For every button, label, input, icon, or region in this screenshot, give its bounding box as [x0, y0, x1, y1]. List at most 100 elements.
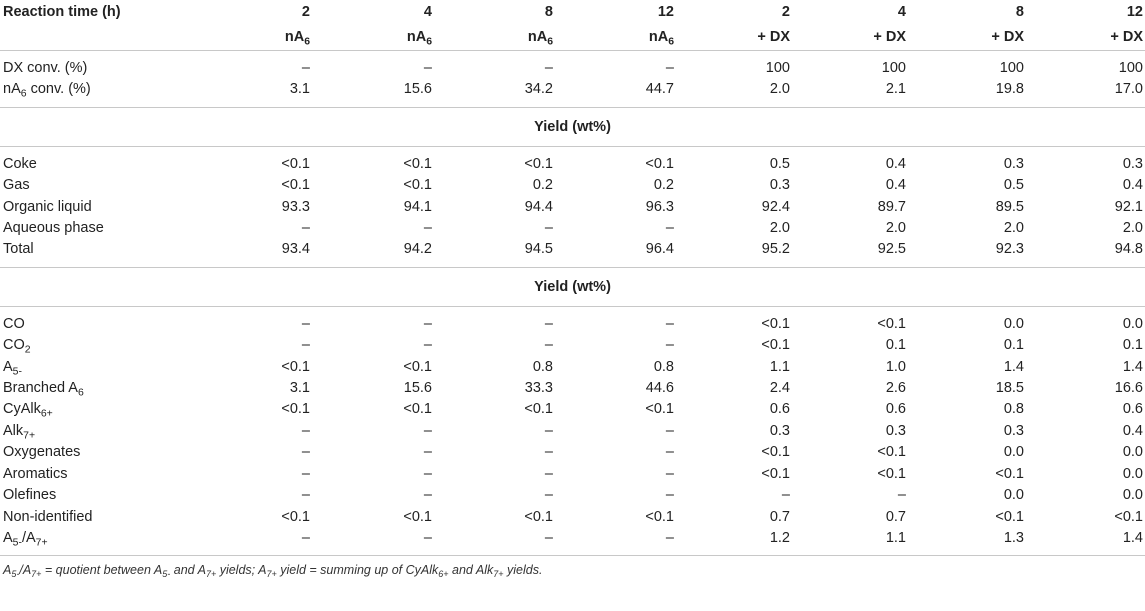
row-value: <0.1	[281, 155, 310, 172]
row-value: –	[544, 60, 553, 76]
row-value: <0.1	[281, 508, 310, 525]
row-value: –	[423, 60, 432, 76]
row-label: Oxygenates	[3, 444, 81, 461]
header-feed: nA6	[329, 24, 450, 51]
row-value: 0.1	[885, 337, 906, 354]
row-value: 94.4	[524, 198, 553, 215]
section1-title: Yield (wt%)	[0, 106, 1145, 147]
row-value: 0.2	[653, 177, 674, 194]
row-value: 1.0	[885, 358, 906, 375]
row-value: 0.4	[885, 177, 906, 194]
row-value: 95.2	[761, 241, 790, 258]
row-value: 0.7	[885, 508, 906, 525]
row-value: –	[544, 315, 553, 332]
row-value: –	[665, 60, 674, 76]
row-value: 0.1	[1122, 337, 1143, 354]
header-feed: + DX	[1044, 24, 1145, 51]
section2-row-alk7: Alk7+ – – – – 0.3 0.3 0.3 0.4	[0, 421, 1145, 442]
row-value: <0.1	[524, 508, 553, 525]
section2-row-a5: A5- <0.1 <0.1 0.8 0.8 1.1 1.0 1.4 1.4	[0, 357, 1145, 378]
row-value: <0.1	[1114, 508, 1143, 525]
row-value: –	[665, 465, 674, 482]
row-value: 15.6	[403, 380, 432, 397]
row-value: 15.6	[403, 81, 432, 98]
row-value: <0.1	[877, 444, 906, 461]
row-value: –	[544, 444, 553, 461]
row-value: <0.1	[524, 155, 553, 172]
row-value: 0.3	[1003, 155, 1024, 172]
row-value: 1.4	[1122, 529, 1143, 546]
row-value: –	[423, 315, 432, 332]
row-value: 44.6	[645, 380, 674, 397]
row-value: <0.1	[761, 444, 790, 461]
row-value: –	[665, 529, 674, 546]
row-value: –	[423, 529, 432, 546]
header-blank	[0, 24, 206, 51]
row-value: 92.5	[877, 241, 906, 258]
row-value: 0.0	[1122, 465, 1143, 482]
row-value: 1.3	[1003, 529, 1024, 546]
row-value: –	[544, 465, 553, 482]
row-value: 0.1	[1003, 337, 1024, 354]
row-value: <0.1	[645, 155, 674, 172]
section1-row-organic-liquid: Organic liquid 93.3 94.1 94.4 96.3 92.4 89.7 89…	[0, 197, 1145, 218]
row-label: Alk7+	[3, 422, 36, 442]
row-value: 2.6	[885, 380, 906, 397]
row-value: 0.8	[532, 358, 553, 375]
header-row-feeds: nA6 nA6 nA6 nA6 + DX + DX + DX + DX	[0, 24, 1145, 51]
section2-row-non-identified: Non-identified <0.1 <0.1 <0.1 <0.1 0.7 0.7 <0.1…	[0, 507, 1145, 528]
row-value: –	[423, 487, 432, 504]
row-value: –	[301, 220, 310, 237]
row-value: <0.1	[403, 155, 432, 172]
row-value: <0.1	[761, 465, 790, 482]
row-value: <0.1	[281, 358, 310, 375]
row-value: 2.0	[1003, 220, 1024, 237]
row-label: Branched A6	[3, 380, 84, 399]
section1-row-coke: Coke <0.1 <0.1 <0.1 <0.1 0.5 0.4 0.3 0.3	[0, 146, 1145, 175]
row-label: CyAlk6+	[3, 401, 53, 421]
row-label: Total	[3, 241, 34, 258]
section1-title-row: Yield (wt%)	[0, 106, 1145, 147]
row-value: 89.7	[877, 198, 906, 215]
header-time: 8	[1015, 4, 1024, 20]
row-value: <0.1	[995, 508, 1024, 525]
row-value: –	[781, 487, 790, 504]
row-value: <0.1	[761, 337, 790, 354]
row-value: –	[665, 487, 674, 504]
row-value: –	[301, 487, 310, 504]
row-value: 0.8	[653, 358, 674, 375]
section2-row-co2: CO2 – – – – <0.1 0.1 0.1 0.1	[0, 335, 1145, 356]
section2-row-oxygenates: Oxygenates – – – – <0.1 <0.1 0.0 0.0	[0, 442, 1145, 463]
row-value: 2.4	[769, 380, 790, 397]
row-value: –	[423, 465, 432, 482]
header-time: 4	[897, 4, 906, 20]
row-value: –	[423, 444, 432, 461]
row-value: <0.1	[403, 401, 432, 418]
row-value: <0.1	[995, 465, 1024, 482]
row-value: 2.1	[885, 81, 906, 98]
row-value: 0.5	[769, 155, 790, 172]
row-value: 0.4	[1122, 177, 1143, 194]
row-value: 94.8	[1114, 241, 1143, 258]
row-value: 3.1	[289, 380, 310, 397]
row-value: 0.0	[1003, 444, 1024, 461]
row-value: <0.1	[645, 401, 674, 418]
header-row-times: Reaction time (h) 2 4 8 12 2 4 8 12	[0, 0, 1145, 24]
header-feed: + DX	[808, 24, 926, 51]
row-value: 93.3	[281, 198, 310, 215]
row-value: 0.3	[769, 422, 790, 439]
header-feed: + DX	[926, 24, 1044, 51]
row-value: <0.1	[403, 177, 432, 194]
row-value: 0.4	[885, 155, 906, 172]
row-value: 1.1	[885, 529, 906, 546]
footnote-row: A5-/A7+ = quotient between A5- and A7+ y…	[0, 555, 1145, 585]
row-value: 0.0	[1122, 315, 1143, 332]
row-label: Coke	[3, 155, 37, 172]
row-value: 1.4	[1003, 358, 1024, 375]
section2-row-branched-a6: Branched A6 3.1 15.6 33.3 44.6 2.4 2.6 18.5 16.6	[0, 378, 1145, 399]
conv-row-na6-conv: nA6 conv. (%) 3.1 15.6 34.2 44.7 2.0 2.1 19.8 17…	[0, 79, 1145, 107]
row-value: 96.4	[645, 241, 674, 258]
section2-row-aromatics: Aromatics – – – – <0.1 <0.1 <0.1 0.0	[0, 464, 1145, 485]
row-value: –	[665, 220, 674, 237]
row-value: 2.0	[1122, 220, 1143, 237]
